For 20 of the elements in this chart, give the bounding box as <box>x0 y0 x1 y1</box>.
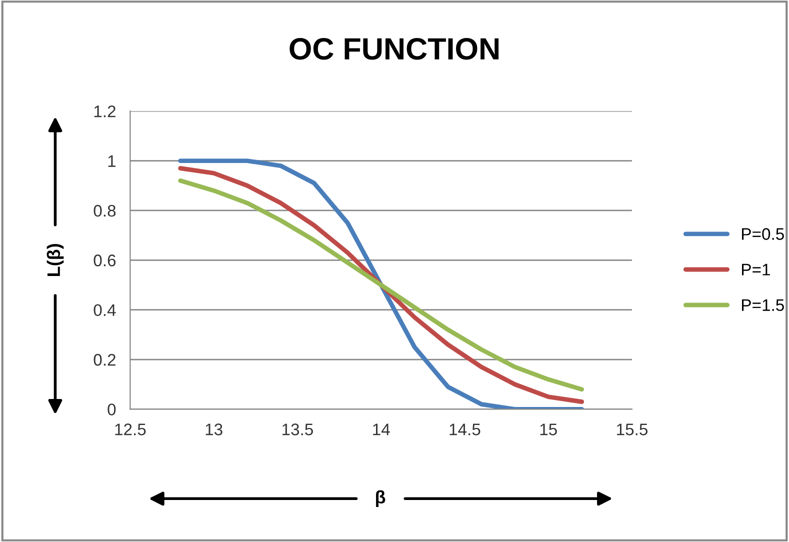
x-tick-label: 15.5 <box>617 424 648 436</box>
x-tick-label: 14.5 <box>450 424 480 436</box>
chart-title: OC FUNCTION <box>290 38 499 60</box>
y-tick-label: 1.2 <box>94 106 116 118</box>
y-tick-label: 0.8 <box>94 204 116 217</box>
x-tick-label: 12.5 <box>115 424 146 436</box>
x-tick-label: 13 <box>206 424 222 436</box>
x-tick-label: 15 <box>540 424 557 436</box>
x-tick-label: 13.5 <box>282 424 313 436</box>
x-axis-title: β <box>376 490 386 508</box>
y-tick-label: 1 <box>108 155 116 167</box>
y-tick-label: 0.2 <box>94 354 116 366</box>
y-tick-label: 0 <box>108 404 116 416</box>
legend-label: P=1 <box>742 264 770 276</box>
x-tick-label: 14 <box>373 424 390 436</box>
y-axis-title: L(β) <box>46 244 64 276</box>
legend-label: P=0.5 <box>742 228 784 240</box>
y-tick-label: 0.6 <box>94 254 116 266</box>
legend-label: P=1.5 <box>742 299 784 312</box>
y-tick-label: 0.4 <box>94 304 116 316</box>
